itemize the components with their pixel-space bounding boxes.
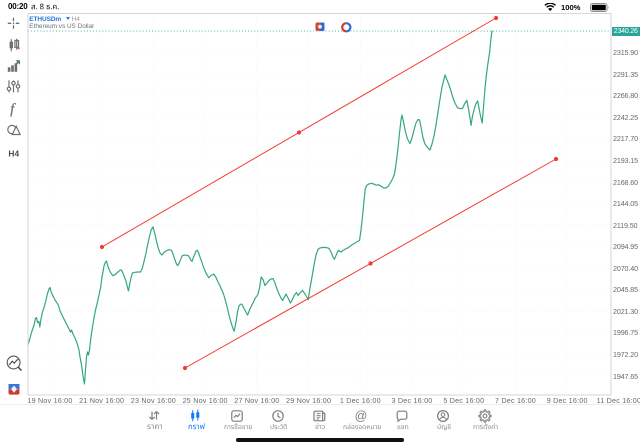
svg-text:@: @ xyxy=(354,409,367,423)
svg-text:H4: H4 xyxy=(8,148,19,158)
